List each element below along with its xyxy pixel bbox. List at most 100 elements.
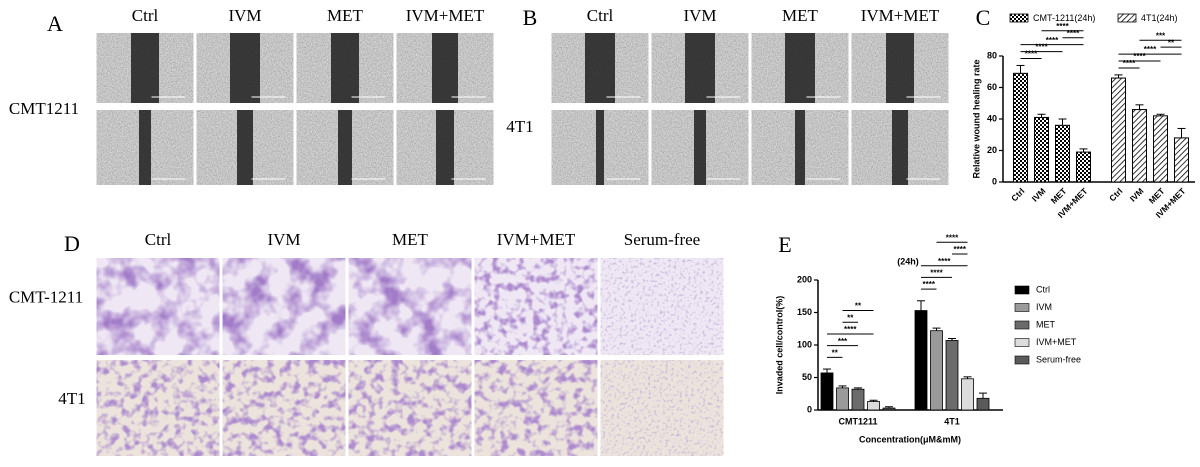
bar: [1174, 137, 1189, 183]
significance-label: ***: [1156, 31, 1166, 40]
column-label: Ctrl: [145, 230, 172, 249]
stain: [474, 258, 598, 355]
significance-label: ****: [1133, 52, 1146, 61]
legend-swatch: [1014, 285, 1030, 295]
column-label: Ctrl: [587, 6, 614, 25]
bar: [1055, 124, 1070, 183]
error-bar: [1177, 127, 1186, 138]
significance-label: ****: [930, 269, 943, 278]
bar: [945, 340, 959, 411]
significance-label: ****: [1123, 59, 1136, 68]
panel-label: D: [64, 231, 80, 256]
error-bar: [1156, 113, 1165, 116]
wound-gap: [131, 33, 159, 103]
panel-label: A: [47, 11, 63, 36]
panel-label: C: [976, 5, 991, 30]
x-tick-label: Ctrl: [1009, 186, 1026, 203]
significance-label: ***: [838, 337, 848, 346]
error-bar: [1079, 148, 1088, 153]
y-tick-label: 0: [807, 404, 812, 414]
image-panels: A CMT1211 Ctrl IVM MET IVM+MET B 4T1 Ctrl IVM MET I…: [9, 5, 949, 456]
x-tick-label: Ctrl: [1107, 186, 1124, 203]
bar: [836, 387, 849, 411]
y-axis-title: Relative wound healing rate: [971, 59, 981, 178]
wound-gap: [338, 110, 352, 185]
error-bar: [1114, 74, 1123, 79]
y-tick-label: 50: [802, 372, 812, 382]
significance-label: ****: [1144, 45, 1157, 54]
row-label: CMT1211: [9, 99, 79, 118]
bar: [1153, 115, 1168, 183]
significance-label: ****: [923, 280, 936, 289]
y-tick-label: 200: [797, 274, 812, 284]
legend-label: IVM: [1036, 302, 1052, 312]
bar: [1034, 116, 1049, 183]
significance-label: ****: [938, 257, 951, 266]
y-tick-label: 0: [992, 176, 997, 186]
legend-swatch: [1014, 338, 1030, 347]
column-label: MET: [327, 6, 364, 25]
bar: [1132, 109, 1147, 183]
stain: [96, 258, 220, 355]
wound-gap: [230, 33, 260, 103]
row-label: CMT-1211: [9, 287, 83, 306]
stain: [348, 258, 472, 355]
panel-label: B: [523, 5, 538, 30]
row-label: 4T1: [506, 117, 533, 136]
column-label: IVM: [683, 6, 716, 25]
y-tick-label: 100: [797, 339, 812, 349]
error-bar: [948, 338, 956, 341]
stain: [222, 258, 346, 355]
bar: [867, 401, 880, 411]
wound-gap: [237, 110, 253, 185]
bar: [1111, 77, 1126, 183]
wound-gap: [139, 110, 151, 185]
column-label: Serum-free: [624, 230, 700, 249]
significance-label: ****: [946, 233, 959, 242]
error-bar: [1016, 64, 1025, 74]
significance-label: ****: [1025, 50, 1038, 59]
error-bar: [823, 368, 831, 373]
y-tick-label: 60: [987, 82, 997, 92]
error-bar: [932, 327, 941, 331]
wound-gap: [785, 33, 815, 103]
legend-swatch: [1117, 13, 1137, 23]
legend-label: Ctrl: [1036, 284, 1050, 294]
significance-label: **: [847, 313, 854, 322]
x-tick-label: IVM: [1030, 186, 1048, 204]
wound-gap: [694, 110, 706, 185]
wound-gap: [795, 110, 805, 185]
column-label: MET: [782, 6, 819, 25]
x-tick-label: CMT1211: [838, 416, 877, 426]
y-tick-label: 80: [987, 50, 997, 60]
bar: [1076, 151, 1091, 183]
x-tick-label: IVM: [1128, 186, 1146, 204]
bar: [914, 310, 928, 411]
error-bar: [979, 392, 987, 399]
significance-label: ****: [844, 325, 857, 334]
wound-gap: [585, 33, 615, 103]
error-bar: [917, 300, 925, 311]
column-label: MET: [392, 230, 429, 249]
stain: [96, 360, 220, 456]
legend-swatch: [1014, 303, 1030, 312]
bar: [851, 388, 865, 411]
wound-gap: [892, 110, 908, 185]
column-label: Ctrl: [132, 6, 159, 25]
legend-label: MET: [1036, 319, 1056, 329]
legend-swatch: [1014, 355, 1030, 365]
wound-gap: [886, 33, 914, 103]
row-label: 4T1: [58, 389, 85, 408]
wound-gap: [432, 33, 458, 103]
charts: C Relative wound healing rate 0 20 40 60 80 CMT…: [774, 5, 1195, 444]
significance-label: ****: [1035, 43, 1048, 52]
stain: [600, 360, 724, 456]
significance-label: **: [832, 348, 839, 357]
legend-swatch: [1009, 13, 1029, 23]
stain: [222, 360, 346, 456]
bar: [820, 372, 834, 411]
bar: [976, 397, 990, 411]
error-bar: [1037, 113, 1046, 118]
significance-label: **: [855, 302, 862, 311]
